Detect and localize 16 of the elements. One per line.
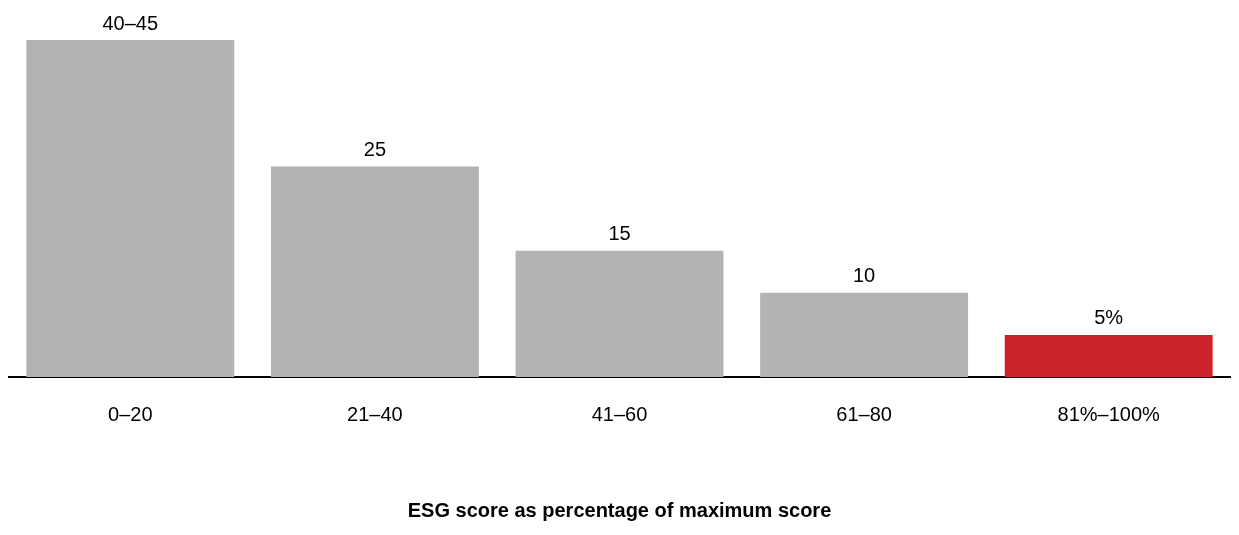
data-label: 40–45 [102,11,159,34]
bar [1004,334,1213,377]
bar [26,40,235,377]
x-tick-label: 41–60 [591,402,648,425]
data-label: 5% [1094,306,1124,329]
bar [760,292,969,377]
x-axis-title: ESG score as percentage of maximum score [407,498,832,521]
data-label: 15 [608,222,631,245]
x-tick-label: 21–40 [347,402,403,425]
x-tick-label: 0–20 [108,402,153,425]
data-label: 10 [852,264,876,287]
bar [515,250,724,377]
x-tick-label: 81%–100% [1057,402,1161,425]
x-tick-label: 61–80 [836,402,892,425]
bar [270,166,479,377]
data-label: 25 [363,137,387,160]
